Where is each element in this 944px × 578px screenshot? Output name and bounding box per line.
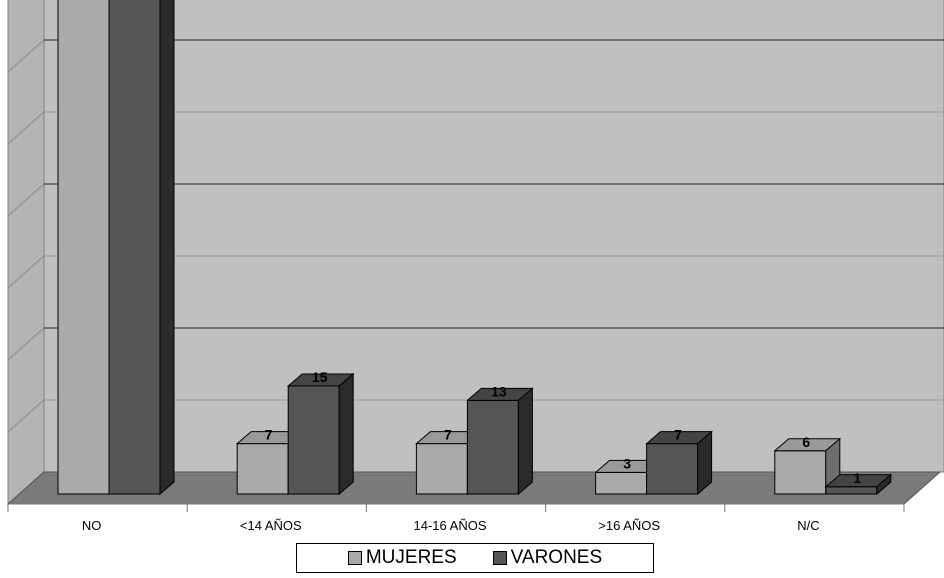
data-label: 6 xyxy=(802,434,810,450)
data-label: 7 xyxy=(265,427,273,443)
x-tick-label: NO xyxy=(82,518,102,533)
gridline xyxy=(7,327,45,361)
gridline xyxy=(7,183,45,217)
bar-front xyxy=(825,486,878,495)
bar-front xyxy=(57,0,110,495)
x-axis xyxy=(7,503,905,512)
gridline xyxy=(7,399,45,433)
bar-front xyxy=(774,450,827,495)
bar-side xyxy=(697,430,713,496)
side-wall xyxy=(7,0,45,506)
gridline xyxy=(7,255,45,289)
data-label: 7 xyxy=(674,427,682,443)
x-tick-label: 14-16 AÑOS xyxy=(414,518,487,533)
bar-side xyxy=(338,372,354,496)
legend-label-varones: VARONES xyxy=(510,547,603,568)
x-tick-label: <14 AÑOS xyxy=(240,518,302,533)
gridline xyxy=(7,111,45,145)
bar-front xyxy=(236,443,289,495)
bars xyxy=(57,0,893,496)
data-label: 15 xyxy=(312,369,328,385)
gridline xyxy=(7,39,45,73)
legend-swatch-mujeres xyxy=(347,551,362,565)
bar-front xyxy=(415,443,468,495)
data-label: 3 xyxy=(623,455,631,471)
bar-side xyxy=(159,0,175,496)
gridlines xyxy=(7,0,944,433)
chart-walls xyxy=(7,0,944,506)
legend-item-varones: VARONES xyxy=(492,547,603,569)
bar-side xyxy=(517,387,533,496)
x-tick-label: >16 AÑOS xyxy=(598,518,660,533)
data-label: 1 xyxy=(853,470,861,486)
bar-front xyxy=(287,385,340,495)
data-label: 7 xyxy=(444,427,452,443)
bar-front xyxy=(466,399,519,495)
legend-swatch-varones xyxy=(492,551,507,565)
legend-item-mujeres: MUJERES xyxy=(347,547,457,569)
bar-front xyxy=(108,0,161,495)
x-tick-label: N/C xyxy=(797,518,819,533)
bar-front xyxy=(595,471,648,495)
bar-side xyxy=(876,473,892,496)
bar-front xyxy=(646,443,699,495)
legend: MUJERES VARONES xyxy=(296,543,654,573)
data-label: 13 xyxy=(491,383,507,399)
legend-label-mujeres: MUJERES xyxy=(365,547,457,568)
